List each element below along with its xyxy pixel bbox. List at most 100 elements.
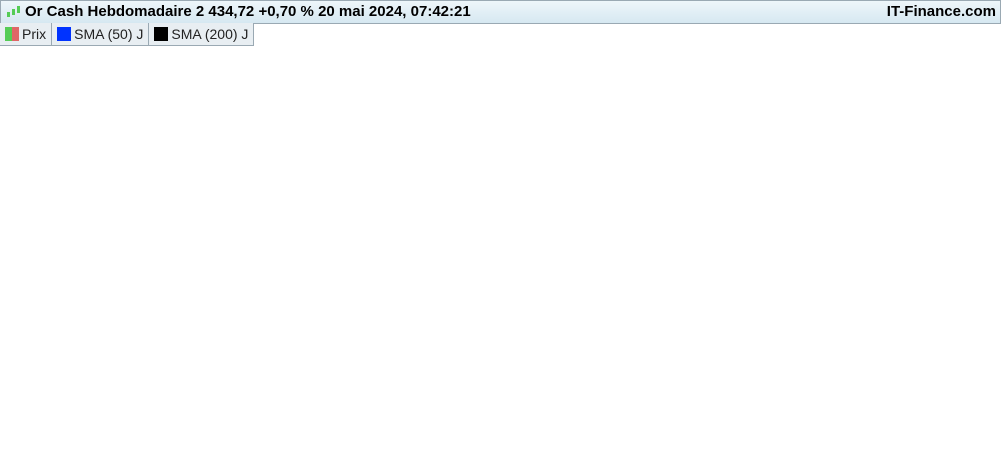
- x-tick-label: 2021: [87, 449, 123, 466]
- x-tick-label: mai: [164, 449, 187, 465]
- candle: [575, 301, 580, 342]
- price-label-box: [933, 268, 997, 289]
- candle: [209, 369, 214, 373]
- candle: [263, 378, 268, 384]
- candle: [181, 349, 186, 355]
- candle: [571, 341, 576, 346]
- candle: [160, 384, 165, 391]
- price-label: 1 908,66: [937, 321, 995, 338]
- candle: [485, 402, 490, 423]
- x-tick-label: mai: [593, 449, 616, 465]
- candle: [814, 184, 819, 200]
- candle: [267, 378, 272, 381]
- price-label: 2 295,12: [937, 203, 995, 220]
- candle: [370, 311, 375, 323]
- candle: [361, 301, 366, 324]
- candle: [460, 387, 465, 398]
- candle: [719, 304, 724, 318]
- candle: [382, 305, 387, 321]
- candle: [440, 376, 445, 392]
- candle: [538, 323, 543, 343]
- candle: [275, 367, 280, 378]
- candle: [661, 316, 666, 327]
- candle: [119, 345, 124, 349]
- candle: [98, 336, 103, 339]
- candle: [312, 360, 317, 364]
- candle: [678, 317, 683, 325]
- candle: [707, 295, 712, 305]
- candle: [172, 372, 177, 377]
- legend-item-sma200[interactable]: SMA (200) J: [149, 23, 255, 46]
- candle: [452, 364, 457, 385]
- candle: [427, 360, 432, 387]
- candle: [633, 311, 638, 324]
- candle: [415, 340, 420, 352]
- candle: [641, 322, 646, 325]
- candle: [550, 321, 555, 343]
- candle: [579, 301, 584, 306]
- resistance-label: 2 075,31: [871, 256, 926, 272]
- candle: [781, 271, 786, 287]
- candle: [563, 350, 568, 362]
- candle: [604, 292, 609, 302]
- candle: [107, 331, 112, 348]
- trendline: [498, 277, 897, 436]
- candle: [304, 370, 309, 373]
- candle: [583, 304, 588, 309]
- candle: [164, 372, 169, 386]
- candle: [653, 309, 658, 312]
- candle: [797, 227, 802, 248]
- candle: [772, 290, 777, 295]
- legend-item-sma50[interactable]: SMA (50) J: [52, 23, 150, 46]
- fib-label-box: [440, 291, 510, 311]
- candle: [731, 275, 736, 298]
- candle: [189, 328, 194, 338]
- candle: [727, 275, 732, 298]
- candle: [686, 322, 691, 324]
- candle: [250, 355, 255, 370]
- candle: [768, 285, 773, 291]
- candle: [123, 348, 128, 361]
- price-label-box: [933, 163, 997, 184]
- candle: [193, 328, 198, 334]
- candle: [185, 336, 190, 351]
- resistance-label-box: [867, 254, 930, 273]
- candle: [464, 395, 469, 398]
- candle: [608, 292, 613, 295]
- candle: [760, 288, 765, 293]
- candle: [612, 294, 617, 306]
- candle: [213, 361, 218, 370]
- candle: [756, 282, 761, 290]
- candle: [674, 317, 679, 327]
- candle: [403, 346, 408, 350]
- candle: [411, 340, 416, 348]
- candle: [70, 313, 75, 338]
- candle: [341, 344, 346, 363]
- candle: [103, 331, 108, 339]
- sma50-line: [51, 200, 833, 413]
- candle: [818, 198, 823, 210]
- trendline: [18, 274, 500, 435]
- sma50-swatch: [57, 27, 72, 41]
- candle: [764, 285, 769, 293]
- x-tick-label: 2023: [516, 449, 552, 466]
- candle: [349, 330, 354, 335]
- candle: [670, 325, 675, 335]
- fib-label: 0,00 %: [453, 415, 497, 431]
- candle: [518, 365, 523, 368]
- candle: [246, 355, 251, 360]
- candle: [649, 309, 654, 313]
- candle: [497, 408, 502, 423]
- candle: [144, 391, 149, 402]
- candle: [448, 364, 453, 375]
- candle: [324, 358, 329, 367]
- candle: [337, 361, 342, 369]
- candle: [37, 317, 42, 320]
- legend-item-price[interactable]: Prix: [0, 23, 53, 46]
- candle: [394, 336, 399, 362]
- candle: [271, 376, 276, 381]
- price-swatch: [5, 27, 19, 41]
- candle: [616, 304, 621, 316]
- candle: [320, 354, 325, 367]
